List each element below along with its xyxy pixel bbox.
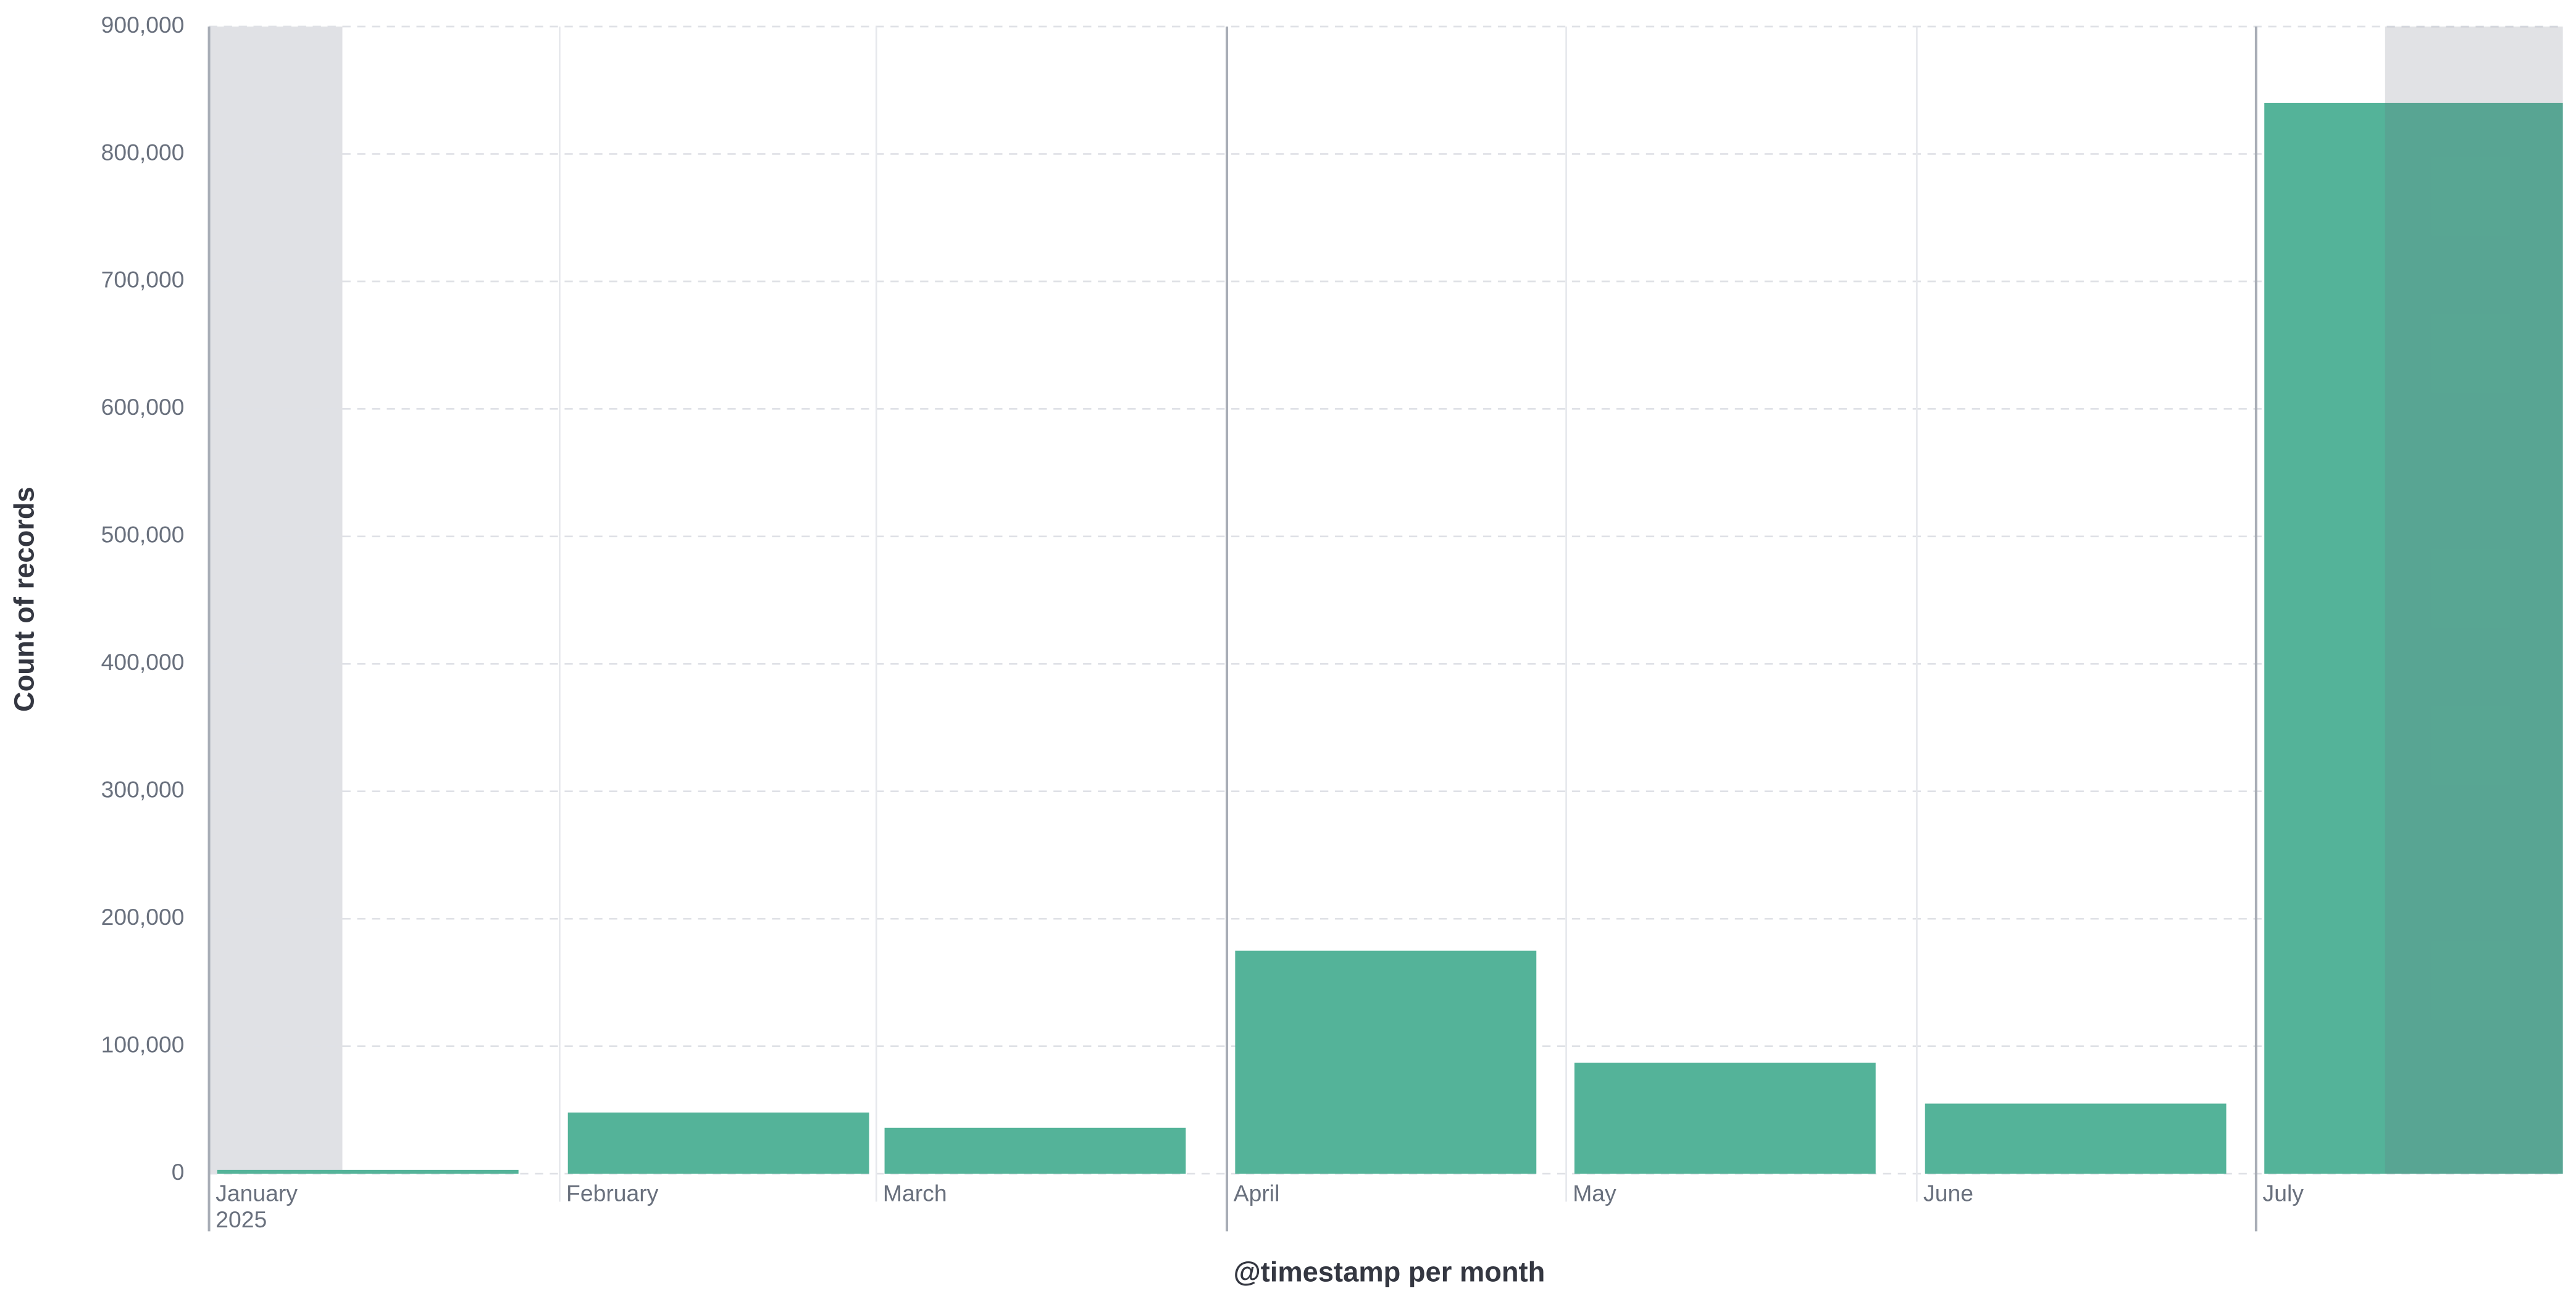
out-of-range-shade — [2385, 26, 2563, 1174]
labels: 0 100,000 200,000 300,000 400,000 500,000 600,… — [101, 12, 2304, 1232]
y-tick-label: 900,000 — [101, 12, 185, 38]
bar — [884, 1127, 1186, 1174]
bar — [217, 1169, 519, 1174]
x-tick-label: July — [2263, 1180, 2304, 1206]
x-tick-label: January — [215, 1180, 298, 1206]
y-tick-label: 100,000 — [101, 1031, 185, 1057]
y-tick-label: 200,000 — [101, 904, 185, 930]
y-tick-label: 0 — [172, 1159, 185, 1185]
x-tick-year: 2025 — [215, 1206, 267, 1232]
y-axis-title: Count of records — [9, 487, 40, 712]
y-tick-label: 700,000 — [101, 267, 185, 293]
x-axis-title: @timestamp per month — [1234, 1256, 1545, 1288]
bar — [567, 1112, 869, 1174]
y-tick-label: 500,000 — [101, 522, 185, 548]
y-tick-label: 400,000 — [101, 649, 185, 675]
bars — [217, 102, 2563, 1174]
x-tick-label: April — [1234, 1180, 1280, 1206]
bar — [1574, 1063, 1876, 1174]
grid — [207, 25, 2563, 1232]
x-tick-label: March — [883, 1180, 947, 1206]
x-tick-label: February — [566, 1180, 659, 1206]
bar — [2264, 102, 2563, 1174]
y-tick-label: 600,000 — [101, 394, 185, 420]
x-tick-label: June — [1923, 1180, 1973, 1206]
bar — [1235, 950, 1537, 1174]
y-tick-label: 300,000 — [101, 777, 185, 803]
out-of-range-shade — [209, 26, 343, 1174]
x-tick-label: May — [1573, 1180, 1616, 1206]
y-tick-label: 800,000 — [101, 139, 185, 165]
bar — [1925, 1103, 2227, 1174]
